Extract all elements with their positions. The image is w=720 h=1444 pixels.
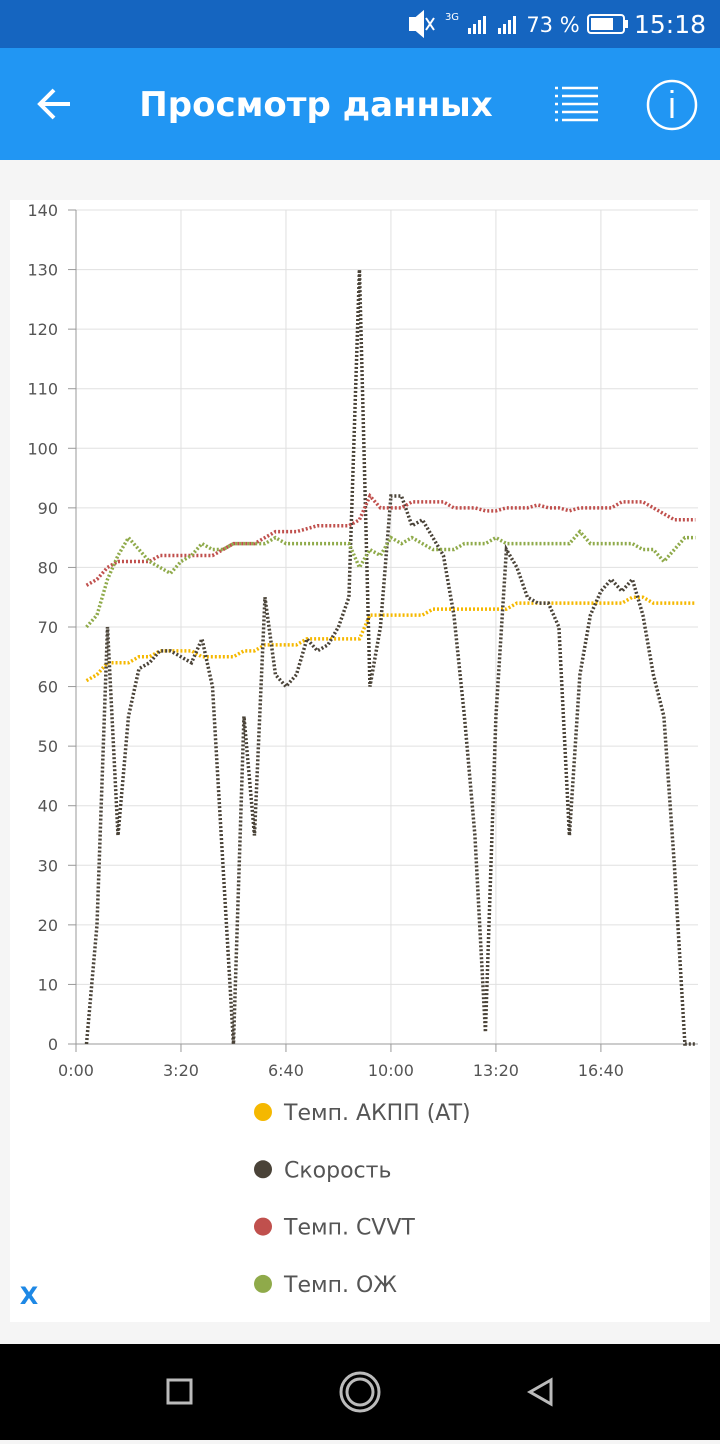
- series-line: [85, 595, 696, 683]
- y-tick-label: 50: [38, 737, 58, 756]
- clock: 15:18: [634, 10, 706, 39]
- navigation-bar: [0, 1344, 720, 1440]
- status-bar: 3G 73 % 15:18: [0, 0, 720, 48]
- battery-fill: [591, 18, 613, 30]
- y-tick-label: 140: [27, 201, 58, 220]
- battery-tip: [625, 20, 628, 28]
- y-tick-label: 20: [38, 916, 58, 935]
- legend-marker: [254, 1274, 272, 1293]
- home-inner: [345, 1377, 375, 1407]
- app-bar-content: Просмотр данных: [37, 79, 698, 131]
- y-tick-label: 80: [38, 558, 58, 577]
- y-tick-label: 90: [38, 499, 58, 518]
- x-tick-label: 16:40: [578, 1061, 624, 1080]
- y-tick-label: 120: [27, 320, 58, 339]
- y-tick-label: 130: [27, 261, 58, 280]
- legend-label: Темп. CVVT: [283, 1216, 415, 1241]
- info-button[interactable]: [646, 79, 698, 131]
- y-tick-label: 70: [38, 618, 58, 637]
- y-tick-label: 30: [38, 856, 58, 875]
- series-line: [85, 492, 696, 587]
- nav-buttons: [166, 1371, 553, 1413]
- series-line: [85, 529, 696, 629]
- x-tick-label: 0:00: [58, 1061, 94, 1080]
- list-button[interactable]: [555, 86, 598, 122]
- legend-label: Скорость: [284, 1158, 391, 1183]
- x-tick-label: 13:20: [473, 1061, 519, 1080]
- y-tick-label: 110: [27, 380, 58, 399]
- chart: X 0 10 20 30 40 50 60 70 80 90 100 110 120 130 140 0:00…: [20, 201, 698, 1310]
- x-tick-label: 6:40: [268, 1061, 304, 1080]
- y-tick-label: 10: [38, 975, 58, 994]
- y-tick-label: 0: [48, 1035, 58, 1054]
- legend-label: Темп. АКПП (AT): [283, 1101, 471, 1126]
- app-title: Просмотр данных: [139, 85, 492, 125]
- chart-card: [10, 200, 710, 1322]
- home-button[interactable]: [339, 1371, 381, 1413]
- y-tick-label: 40: [38, 797, 58, 816]
- back-button[interactable]: [37, 88, 70, 120]
- mute-icon: [409, 9, 435, 39]
- series-line: [84, 269, 696, 1046]
- close-button[interactable]: X: [20, 1282, 39, 1310]
- legend-marker: [254, 1103, 272, 1121]
- recents-button[interactable]: [166, 1378, 193, 1405]
- network-type: 3G: [445, 12, 459, 23]
- y-tick-label: 60: [38, 678, 58, 697]
- signal-icon: [468, 16, 516, 34]
- battery-icon: [587, 14, 625, 34]
- battery-level: 73 %: [526, 13, 579, 37]
- back-nav-button[interactable]: [526, 1377, 553, 1407]
- legend-marker: [254, 1217, 272, 1236]
- x-tick-label: 10:00: [368, 1061, 414, 1080]
- y-tick-label: 100: [27, 439, 58, 458]
- legend-marker: [254, 1160, 272, 1179]
- status-icons: 3G 73 % 15:18: [409, 9, 706, 39]
- x-tick-label: 3:20: [163, 1061, 199, 1080]
- app-bar: Просмотр данных: [0, 48, 720, 160]
- legend-label: Темп. ОЖ: [283, 1273, 397, 1298]
